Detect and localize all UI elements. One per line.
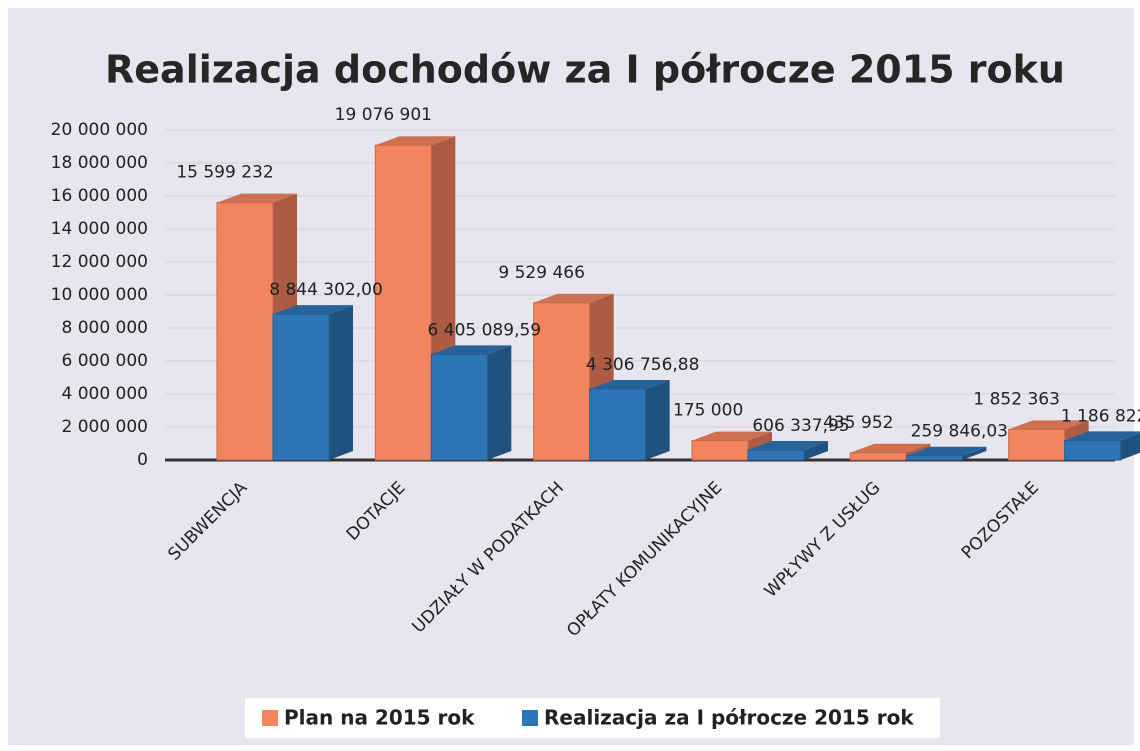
bar-side <box>487 345 512 460</box>
legend-swatch <box>262 710 278 726</box>
legend-box <box>245 698 940 738</box>
y-tick-label: 0 <box>137 450 148 470</box>
bar-top <box>375 136 456 146</box>
value-label: 1 186 822,66 <box>1061 406 1140 426</box>
bar-top <box>850 443 931 453</box>
bar-top <box>533 293 614 303</box>
bar <box>905 455 963 461</box>
chart-title: Realizacja dochodów za I półrocze 2015 r… <box>105 48 1065 92</box>
legend-label: Realizacja za I półrocze 2015 rok <box>544 706 914 730</box>
value-label: 4 306 756,88 <box>586 355 700 375</box>
y-tick-label: 4 000 000 <box>61 384 148 404</box>
bar-top <box>217 193 297 203</box>
bar-side <box>329 305 353 460</box>
bar-side <box>804 440 828 460</box>
value-label: 435 952 <box>823 413 893 433</box>
value-label: 15 599 232 <box>176 163 273 183</box>
y-tick-label: 10 000 000 <box>51 285 148 305</box>
legend-swatch <box>522 710 538 726</box>
y-tick-label: 8 000 000 <box>61 318 148 338</box>
bar-side <box>645 379 670 460</box>
bar-top <box>748 440 828 450</box>
bar <box>849 452 907 461</box>
y-tick-label: 16 000 000 <box>51 186 148 206</box>
bar-top <box>273 305 353 315</box>
bar-top <box>692 431 772 441</box>
bar <box>533 302 591 461</box>
bar-side <box>1120 433 1140 460</box>
value-label: 606 337,95 <box>752 416 849 436</box>
value-label: 1 852 363 <box>973 389 1060 409</box>
value-label: 9 529 466 <box>498 263 585 283</box>
bar <box>589 388 647 461</box>
y-tick-label: 14 000 000 <box>51 219 148 239</box>
bar-top <box>1064 431 1140 441</box>
value-label: 6 405 089,59 <box>428 320 542 340</box>
value-label: 8 844 302,00 <box>269 280 383 300</box>
y-tick-label: 18 000 000 <box>51 153 148 173</box>
bar-top <box>1008 420 1089 430</box>
bar <box>1064 439 1122 461</box>
bar-side <box>962 446 987 460</box>
y-tick-label: 12 000 000 <box>51 252 148 272</box>
y-tick-label: 6 000 000 <box>61 351 148 371</box>
y-tick-label: 2 000 000 <box>61 417 148 437</box>
bar-top <box>589 379 670 389</box>
bar <box>216 202 274 461</box>
y-tick-label: 20 000 000 <box>51 120 148 140</box>
value-label: 259 846,03 <box>911 422 1008 442</box>
value-label: 1 175 000 <box>657 401 744 421</box>
bar <box>272 313 330 461</box>
bar-top <box>906 446 987 456</box>
bar <box>691 440 749 461</box>
bar <box>374 144 432 461</box>
bar-top <box>431 345 512 355</box>
bar <box>430 353 488 461</box>
bar <box>1008 428 1066 461</box>
bar <box>747 449 805 461</box>
legend-label: Plan na 2015 rok <box>284 706 475 730</box>
value-label: 19 076 901 <box>335 105 432 125</box>
